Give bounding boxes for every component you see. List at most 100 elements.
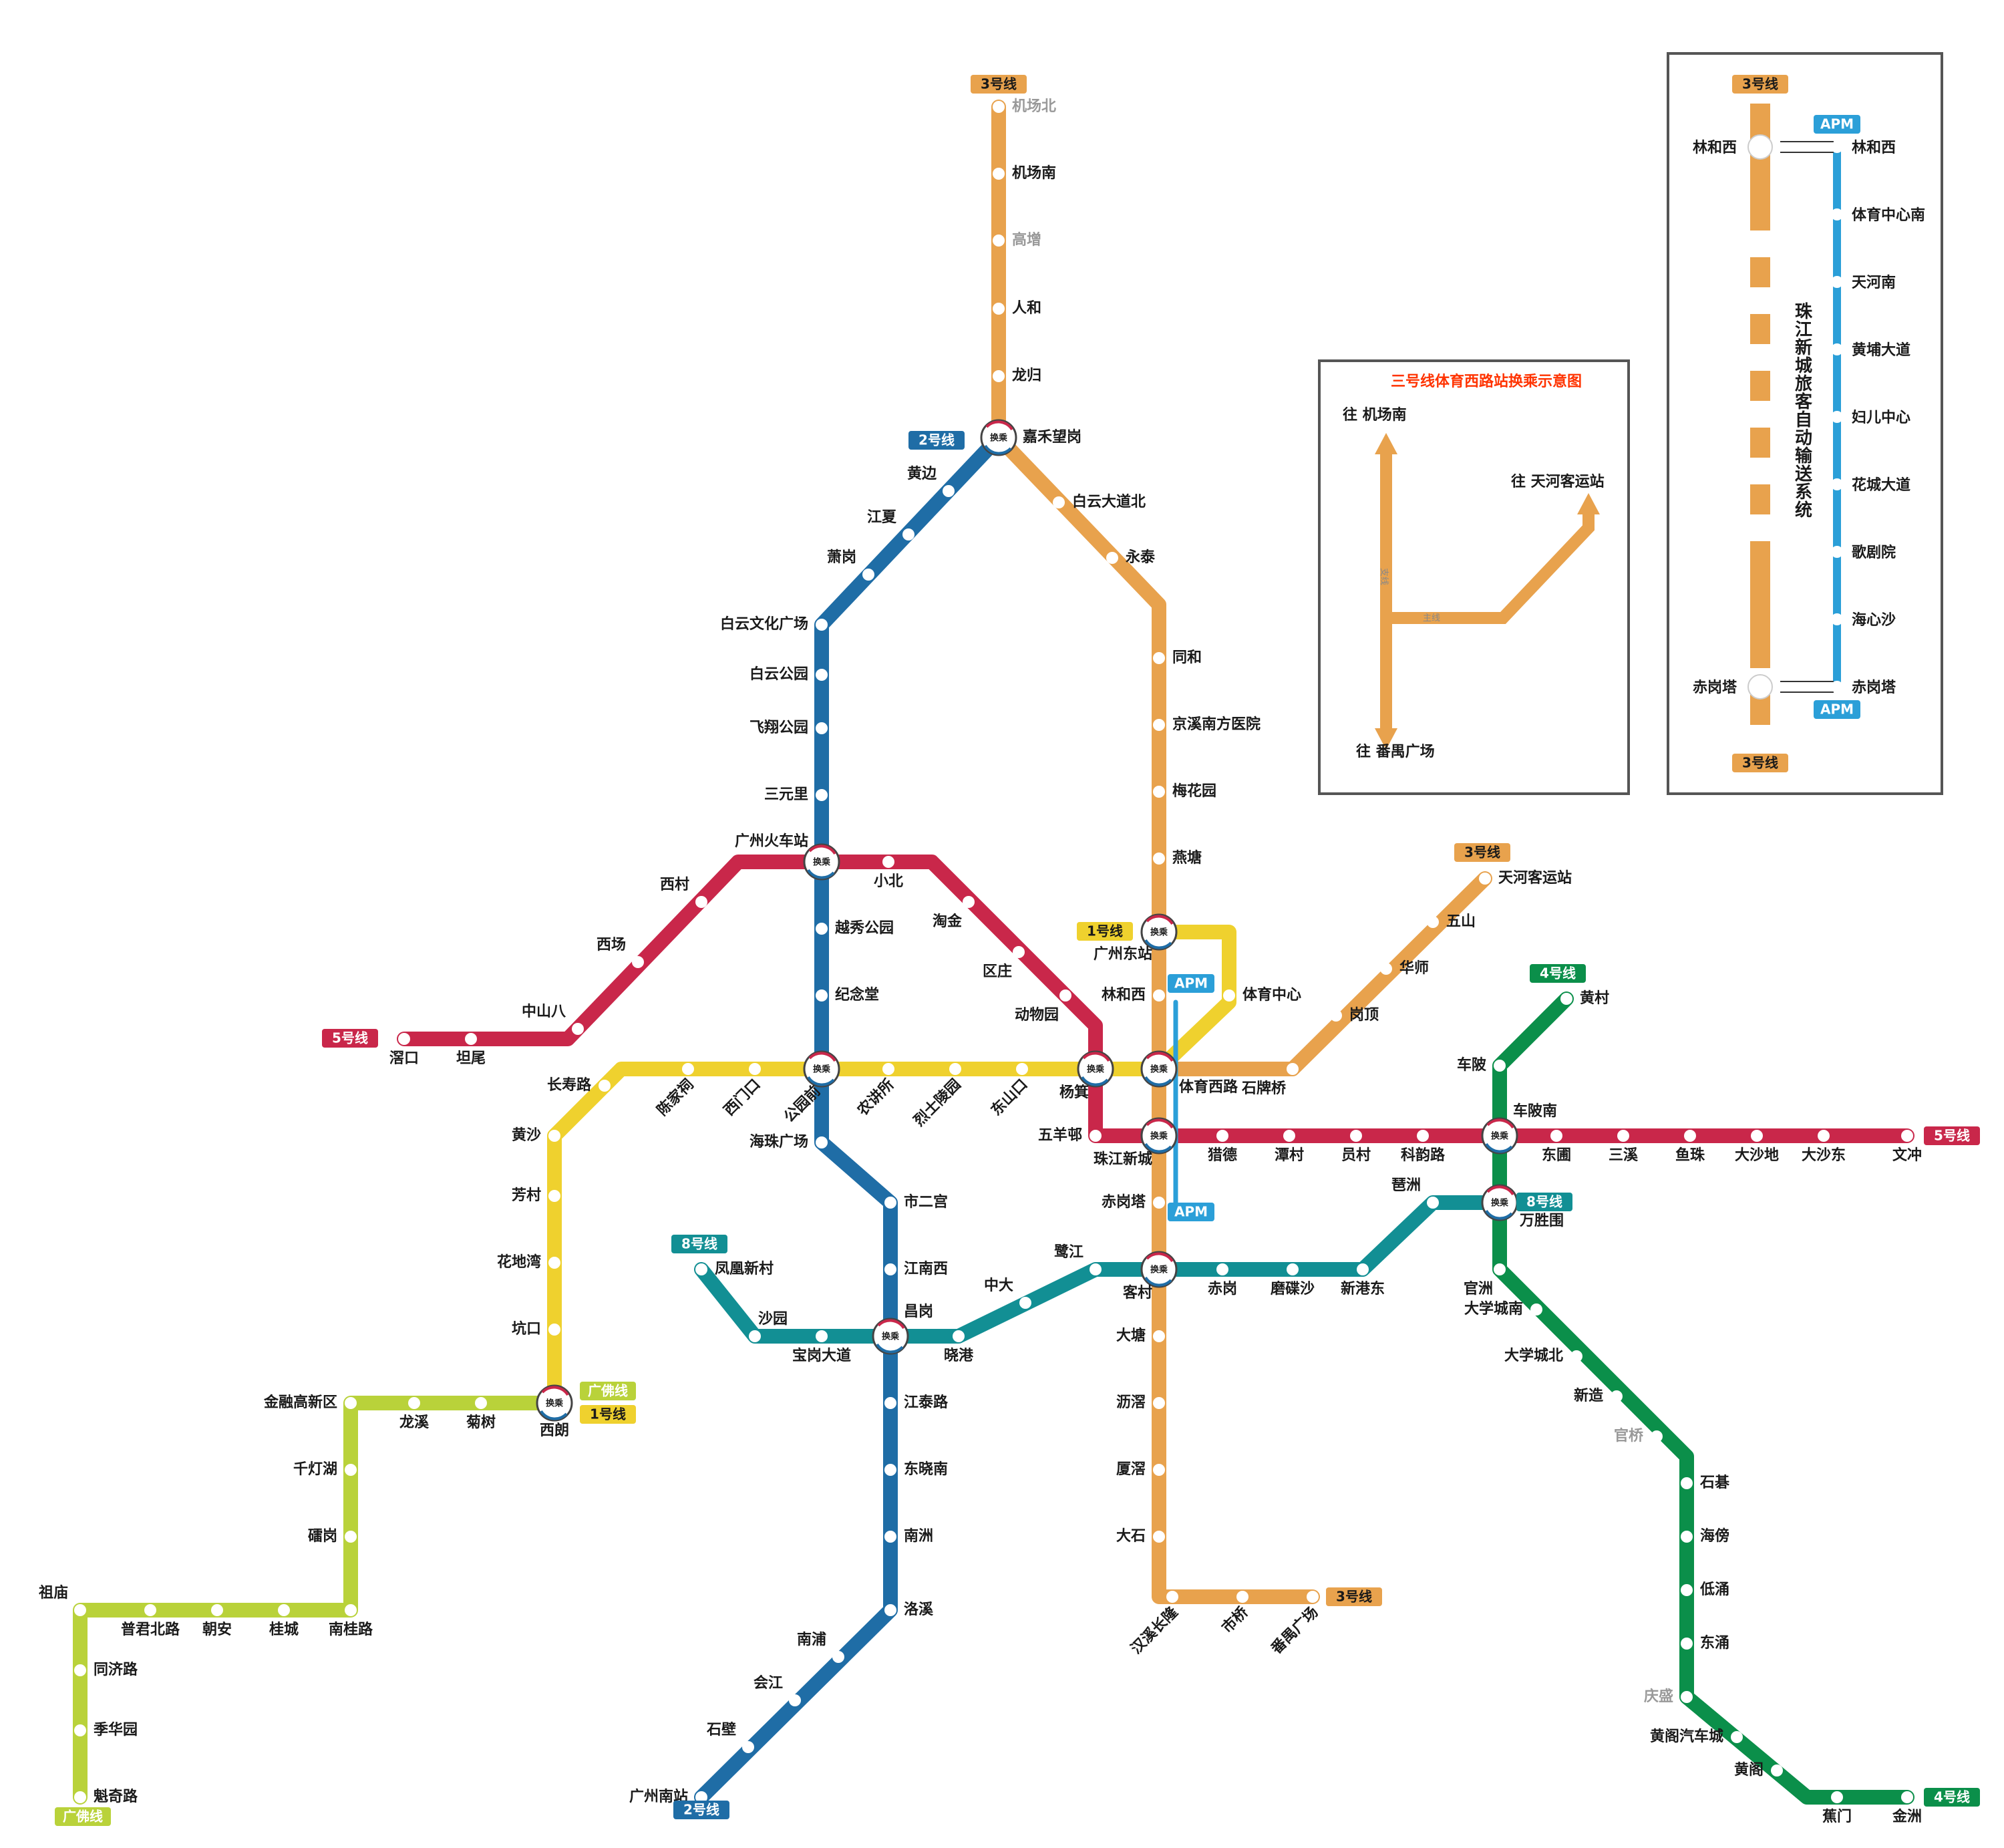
station-label-xicun: 西村 bbox=[660, 877, 689, 893]
station-dot-jichangbei bbox=[993, 101, 1005, 113]
interchange-arrow-bottom bbox=[1144, 1276, 1172, 1287]
inset2-apm-station bbox=[1831, 141, 1843, 153]
badge-l5_left bbox=[322, 1029, 378, 1048]
interchange-arrow-top bbox=[1486, 1185, 1514, 1196]
station-label-feixiang: 飞翔公园 bbox=[749, 719, 808, 736]
interchange-arrow-top bbox=[1146, 1252, 1174, 1263]
station-label-jiangnanxi: 江南西 bbox=[904, 1261, 948, 1277]
station-dot-xingangdong bbox=[1357, 1263, 1369, 1275]
station-label-jichangbei: 机场北 bbox=[1012, 98, 1056, 115]
station-label-hanxi: 汉溪长隆 bbox=[1128, 1603, 1182, 1658]
badge-text-l3_right: 3号线 bbox=[1464, 844, 1500, 861]
station-label-liede: 猎德 bbox=[1208, 1146, 1237, 1164]
station-dot-fangcun bbox=[548, 1190, 560, 1202]
interchange-guangzhouhuochezhan bbox=[803, 843, 840, 881]
station-dot-gaozeng bbox=[993, 235, 1005, 247]
inset2-apm-label: 妇儿中心 bbox=[1851, 409, 1910, 426]
station-label-chigang: 赤岗 bbox=[1208, 1281, 1237, 1297]
station-label-pujunbeilu: 普君北路 bbox=[121, 1621, 180, 1638]
inset1-title: 三号线体育西路站换乘示意图 bbox=[1391, 373, 1582, 390]
station-dot-baiyunwenhua bbox=[816, 619, 828, 631]
station-label-longxi: 龙溪 bbox=[399, 1414, 430, 1431]
station-label-chenjiaci: 陈家祠 bbox=[653, 1076, 697, 1119]
station-dot-pujunbeilu bbox=[144, 1604, 156, 1616]
inset2-apm-station bbox=[1831, 546, 1843, 558]
interchange-arrow-top bbox=[877, 1319, 905, 1330]
station-dot-tongjilu bbox=[74, 1664, 86, 1676]
station-dot-daxuechengbei bbox=[1570, 1350, 1582, 1362]
station-label-dongwuyuan: 动物园 bbox=[1015, 1006, 1059, 1024]
station-label-guangzhoudongzhan: 广州东站 bbox=[1094, 945, 1152, 963]
station-label-jiniantang: 纪念堂 bbox=[835, 986, 879, 1004]
station-label-longgui: 龙归 bbox=[1012, 367, 1041, 384]
station-dot-guicheng bbox=[278, 1604, 290, 1616]
inset2-apm-label: 赤岗塔 bbox=[1852, 679, 1896, 696]
station-label-xichang: 西场 bbox=[597, 937, 626, 953]
inset2-title-char: 客 bbox=[1795, 392, 1813, 412]
interchange-arrow-bottom bbox=[1485, 1209, 1513, 1220]
station-label-dongchong: 东涌 bbox=[1700, 1634, 1729, 1652]
station-dot-sanxi bbox=[1617, 1130, 1629, 1142]
station-dot-tonghe bbox=[1153, 652, 1165, 664]
badge-text-l5_left: 5号线 bbox=[332, 1030, 368, 1046]
inset2-l3-bottom: 赤岗塔 bbox=[1693, 679, 1737, 696]
station-dot-kengkou bbox=[548, 1324, 560, 1336]
station-dot-taojin bbox=[963, 896, 975, 908]
station-dot-panyuguangchang bbox=[1307, 1591, 1319, 1603]
interchange-arrow-bottom bbox=[807, 869, 835, 879]
transfer-mark: 换乘 bbox=[546, 1398, 564, 1409]
station-label-dichong: 低涌 bbox=[1699, 1581, 1729, 1598]
transfer-mark: 换乘 bbox=[813, 857, 831, 868]
badge-text-l2_top: 2号线 bbox=[918, 432, 955, 448]
inset2-apm-station bbox=[1831, 478, 1843, 490]
inset1-to-south: 往 番禺广场 bbox=[1356, 743, 1435, 760]
station-label-dongshankou: 东山口 bbox=[987, 1076, 1031, 1119]
inset2-st-top bbox=[1747, 134, 1773, 160]
interchange-arrow-top bbox=[1146, 1052, 1174, 1062]
station-dot-guanqiao bbox=[1651, 1430, 1663, 1442]
station-dot-baiyungongyuan bbox=[816, 669, 828, 681]
station-dot-xiaogang8 bbox=[953, 1330, 965, 1342]
badge-l8_left bbox=[671, 1235, 727, 1253]
station-dot-huangge_qiche bbox=[1731, 1731, 1743, 1743]
station-label-tiyuzhongxin: 体育中心 bbox=[1242, 986, 1301, 1004]
station-dot-jiaomen bbox=[1831, 1791, 1843, 1803]
inset2-apm-label: 海心沙 bbox=[1852, 611, 1896, 629]
badge-l3_top bbox=[971, 75, 1027, 94]
station-label-jichangnan: 机场南 bbox=[1012, 165, 1056, 182]
inset2-title-char: 统 bbox=[1795, 500, 1812, 520]
inset2-apm-top bbox=[1814, 115, 1860, 134]
station-label-shipaiqiao: 石牌桥 bbox=[1241, 1080, 1286, 1097]
station-dot-huangcun bbox=[1560, 993, 1572, 1005]
station-label-zumiao: 祖庙 bbox=[39, 1584, 68, 1601]
station-dot-quzhuang bbox=[1013, 946, 1025, 958]
station-label-leigang: 礌岗 bbox=[308, 1528, 337, 1545]
station-dot-changshoulu bbox=[599, 1080, 611, 1092]
transfer-mark: 换乘 bbox=[990, 433, 1008, 444]
station-dot-chebei bbox=[1494, 1060, 1506, 1072]
station-dot-huashi bbox=[1380, 963, 1392, 975]
station-label-baiyundadaobei: 白云大道北 bbox=[1072, 493, 1146, 510]
station-label-huangcun: 黄村 bbox=[1580, 990, 1609, 1007]
station-label-fenghuangxincun: 凤凰新村 bbox=[715, 1260, 774, 1277]
inset2-apm-station bbox=[1831, 613, 1843, 625]
station-label-yantang: 燕塘 bbox=[1172, 849, 1202, 867]
station-label-tongjilu: 同济路 bbox=[94, 1661, 138, 1678]
inset2-title-char: 江 bbox=[1795, 320, 1812, 340]
station-label-pazhou: 琶洲 bbox=[1391, 1177, 1421, 1194]
badge-gf_bottom bbox=[55, 1807, 111, 1826]
inset2-st-bottom bbox=[1747, 674, 1773, 700]
station-dot-tianhekeyunzhan bbox=[1479, 873, 1491, 885]
station-dot-ximenkou bbox=[749, 1063, 761, 1075]
interchange-kecun bbox=[1140, 1251, 1178, 1288]
station-label-chigangta: 赤岗塔 bbox=[1102, 1194, 1146, 1211]
station-label-qiandenghu: 千灯湖 bbox=[293, 1461, 337, 1478]
station-dot-huangsha bbox=[548, 1130, 560, 1142]
station-label-sanyuanli: 三元里 bbox=[764, 786, 808, 803]
station-label-jiaomen: 蕉门 bbox=[1822, 1808, 1852, 1825]
inset2-badge-bottom-text: 3号线 bbox=[1742, 755, 1778, 771]
station-label-tonghe: 同和 bbox=[1172, 649, 1202, 666]
station-label-fangcun: 芳村 bbox=[512, 1187, 541, 1204]
